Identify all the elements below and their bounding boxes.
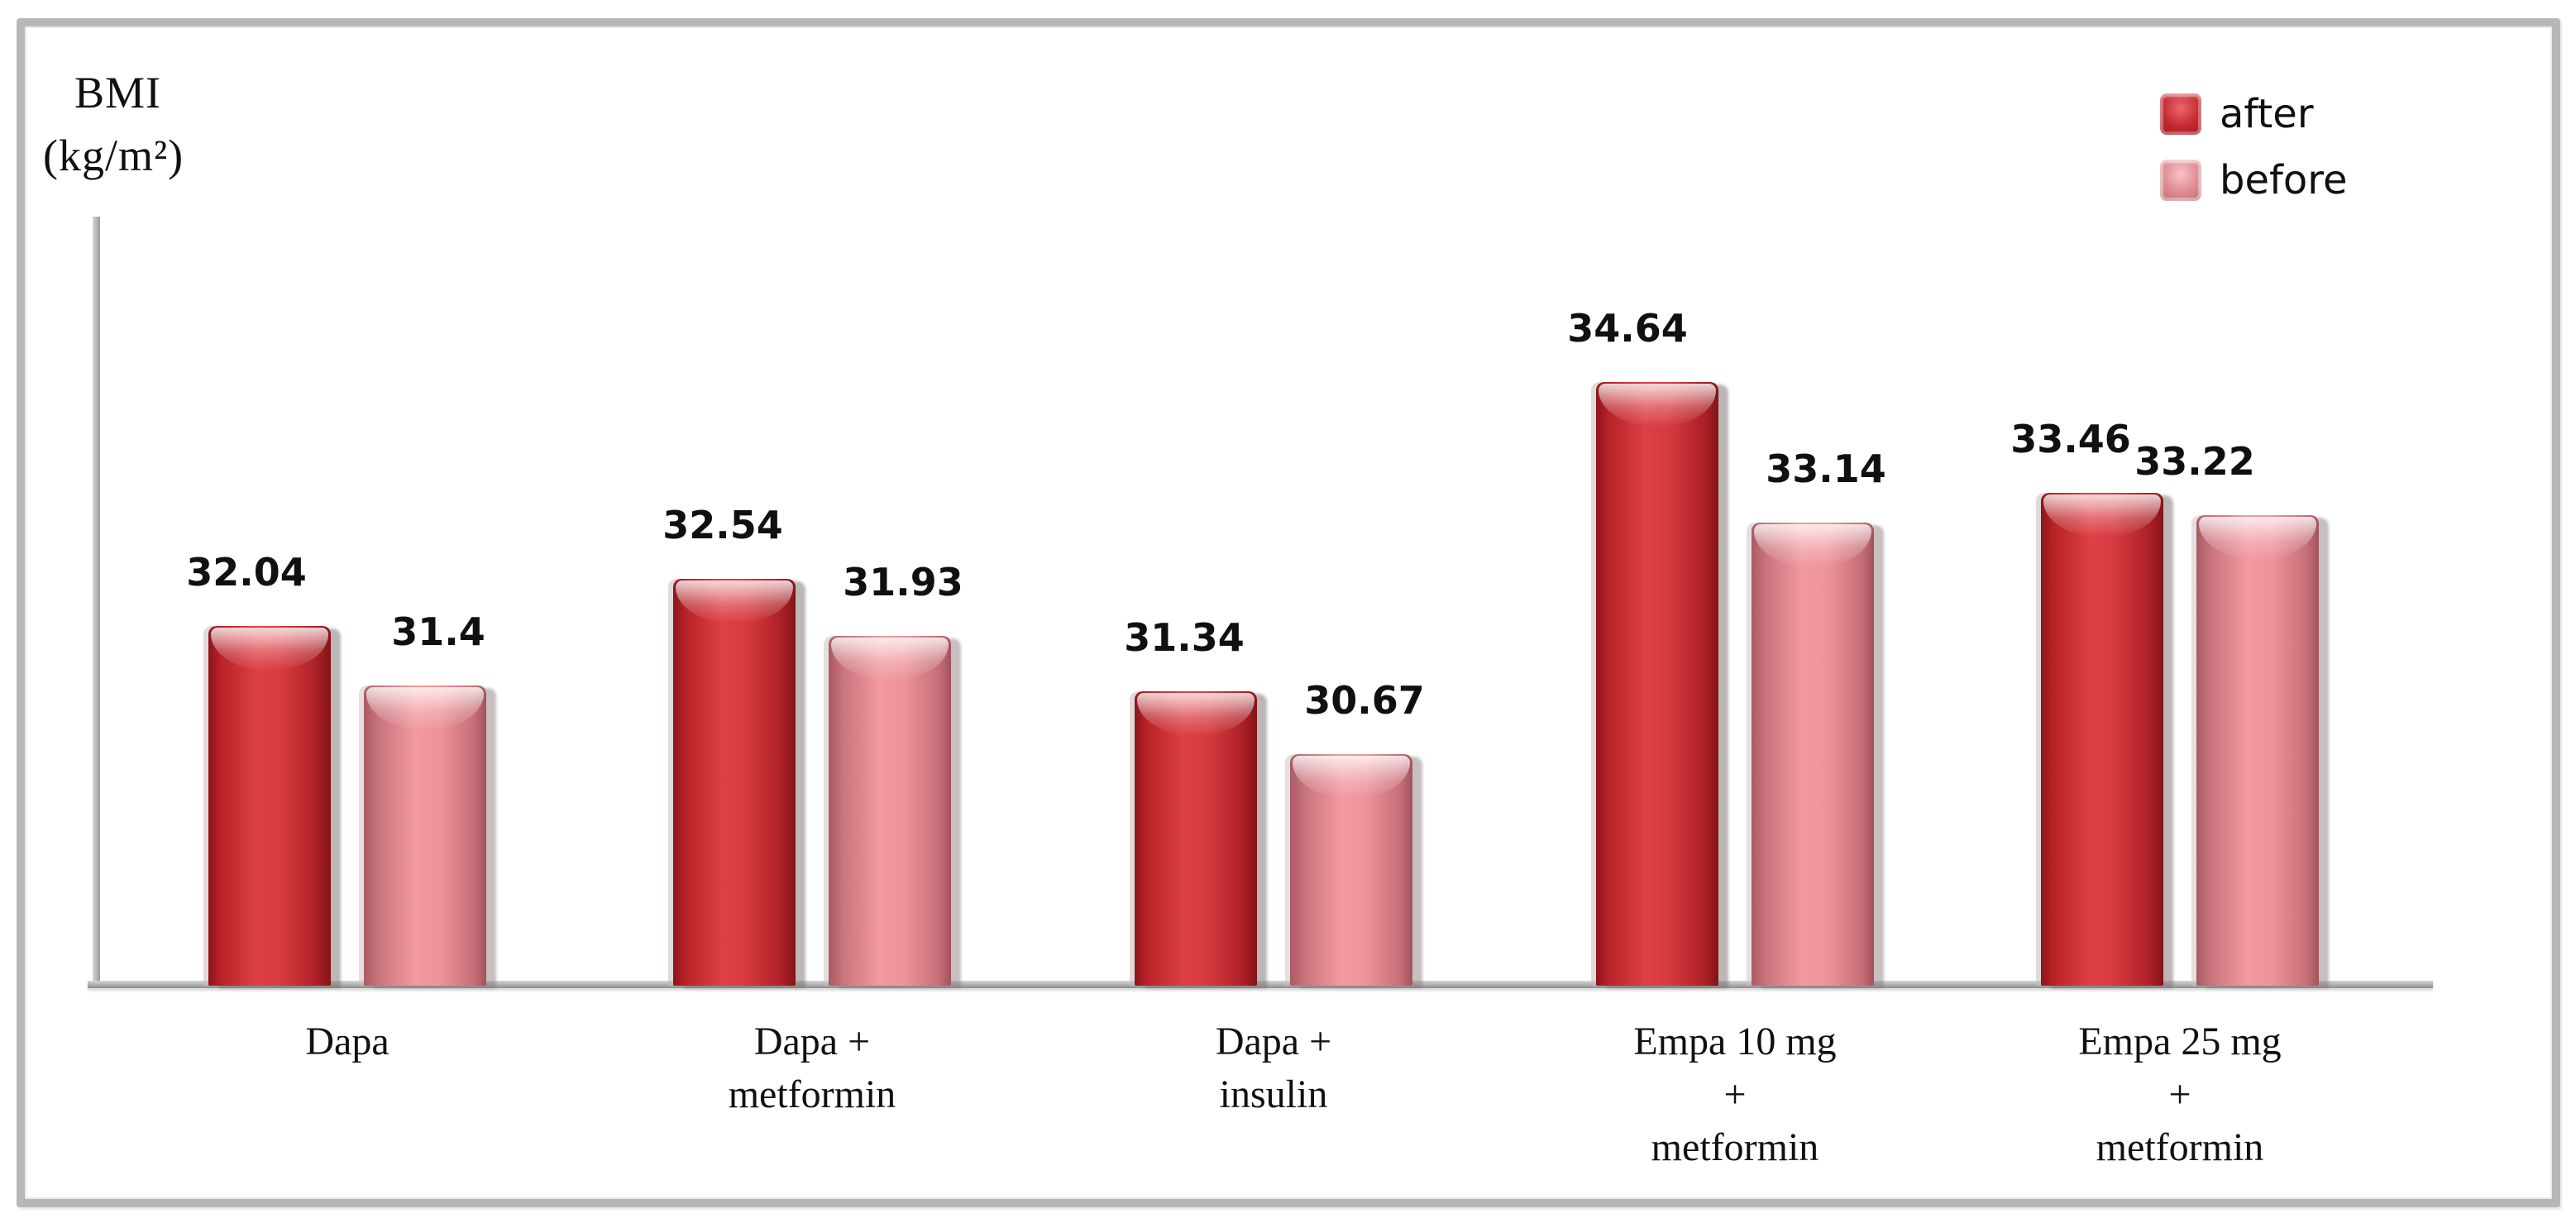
value-label-before-4: 33.22 (2134, 439, 2255, 484)
value-label-after-0: 32.04 (186, 550, 307, 595)
category-label-line: Empa 25 mg (2078, 1020, 2282, 1063)
chart-frame (17, 18, 2560, 1207)
y-axis-title: BMI (kg/m²) (43, 61, 184, 187)
value-label-before-3: 33.14 (1766, 447, 1886, 491)
y-axis-title-line1: BMI (74, 68, 162, 117)
value-label-after-1: 32.54 (662, 503, 783, 547)
bar-after-4 (2041, 493, 2163, 986)
category-label-line: + (2168, 1073, 2191, 1116)
value-label-after-3: 34.64 (1567, 306, 1688, 351)
legend-label-after: after (2220, 91, 2314, 137)
category-label-line: Dapa + (1215, 1020, 1332, 1063)
category-label-3: Empa 10 mg + metformin (1633, 1015, 1836, 1174)
bar-before-4 (2196, 515, 2319, 986)
category-label-line: Dapa + (753, 1020, 871, 1063)
bar-before-2 (1290, 754, 1412, 986)
category-label-2: Dapa + insulin (1216, 1015, 1331, 1121)
y-axis-title-line2: (kg/m²) (43, 131, 184, 180)
category-label-line: insulin (1219, 1073, 1328, 1116)
value-label-before-0: 31.4 (391, 609, 485, 654)
category-label-line: Dapa (305, 1020, 390, 1063)
bar-after-2 (1135, 691, 1257, 986)
legend-item-before: before (2160, 157, 2347, 203)
category-label-line: metformin (2096, 1125, 2264, 1169)
bar-after-1 (673, 579, 796, 986)
category-label-line: Empa 10 mg (1633, 1020, 1837, 1063)
x-axis-line (88, 981, 2433, 988)
category-label-line: metformin (1651, 1125, 1819, 1169)
bar-before-3 (1752, 523, 1874, 986)
chart-legend: after before (2160, 91, 2347, 223)
legend-item-after: after (2160, 91, 2347, 137)
bar-before-1 (829, 636, 951, 986)
bar-after-0 (208, 626, 331, 986)
category-label-0: Dapa (305, 1015, 389, 1068)
category-label-line: metformin (728, 1073, 896, 1116)
category-label-4: Empa 25 mg + metformin (2078, 1015, 2281, 1174)
value-label-after-4: 33.46 (2010, 417, 2131, 461)
legend-label-before: before (2220, 157, 2348, 203)
bar-before-0 (364, 686, 486, 986)
value-label-after-2: 31.34 (1124, 615, 1245, 660)
bar-after-3 (1596, 382, 1718, 986)
legend-swatch-before-icon (2160, 160, 2201, 201)
y-axis-line (93, 217, 100, 986)
value-label-before-2: 30.67 (1304, 678, 1425, 723)
category-label-line: + (1723, 1073, 1747, 1116)
category-label-1: Dapa + metformin (729, 1015, 896, 1121)
legend-swatch-after-icon (2160, 93, 2201, 135)
value-label-before-1: 31.93 (843, 560, 963, 604)
